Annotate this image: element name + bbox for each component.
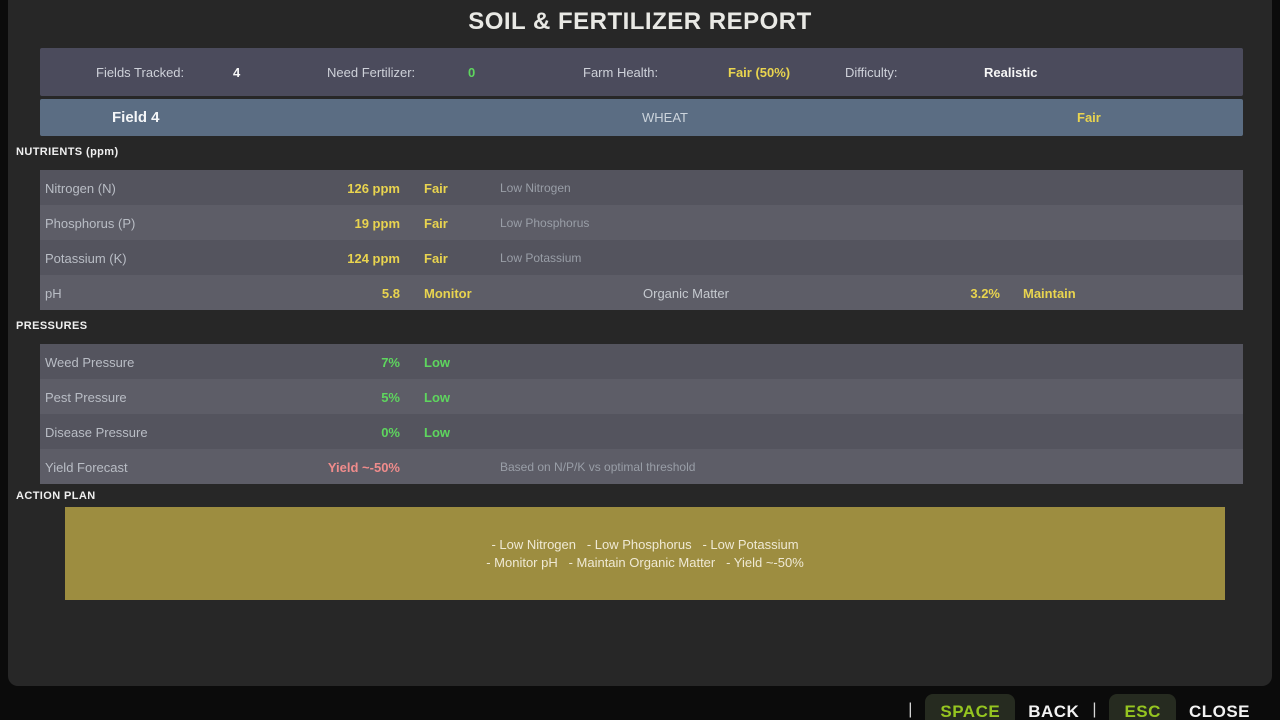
action-plan-line: - Monitor pH - Maintain Organic Matter -…: [486, 555, 804, 570]
nutrients-table: Nitrogen (N) 126 ppm Fair Low Nitrogen P…: [40, 170, 1243, 310]
row-note: Low Nitrogen: [500, 181, 571, 195]
farm-health-value: Fair (50%): [728, 65, 791, 80]
action-plan-box: - Low Nitrogen - Low Phosphorus - Low Po…: [65, 507, 1225, 600]
field-crop: WHEAT: [642, 110, 688, 125]
difficulty-label: Difficulty:: [845, 65, 898, 80]
row-status: Low: [424, 390, 450, 405]
nutrient-row-ph: pH 5.8 Monitor Organic Matter 3.2% Maint…: [40, 275, 1243, 310]
stats-bar: Fields Tracked: 4 Need Fertilizer: 0 Far…: [40, 48, 1243, 96]
row-status: Fair: [424, 181, 448, 196]
action-plan-line: - Low Nitrogen - Low Phosphorus - Low Po…: [491, 537, 799, 552]
pressures-table: Weed Pressure 7% Low Pest Pressure 5% Lo…: [40, 344, 1243, 484]
pressure-row-weed: Weed Pressure 7% Low: [40, 344, 1243, 379]
row-status: Low: [424, 355, 450, 370]
row-value: 7%: [381, 355, 400, 370]
nutrient-row-phosphorus: Phosphorus (P) 19 ppm Fair Low Phosphoru…: [40, 205, 1243, 240]
nutrient-row-potassium: Potassium (K) 124 ppm Fair Low Potassium: [40, 240, 1243, 275]
nutrients-heading: NUTRIENTS (ppm): [16, 146, 119, 158]
fields-tracked-label: Fields Tracked:: [96, 65, 185, 80]
row-label: Pest Pressure: [45, 390, 127, 405]
row-value: 124 ppm: [347, 251, 400, 266]
pressures-heading: PRESSURES: [16, 320, 88, 332]
separator: |: [1092, 701, 1097, 718]
row-label: Phosphorus (P): [45, 216, 136, 231]
row-status: Low: [424, 425, 450, 440]
esc-key-button[interactable]: ESC: [1109, 694, 1176, 720]
row-value: Yield ~-50%: [327, 460, 400, 475]
yield-forecast-row: Yield Forecast Yield ~-50% Based on N/P/…: [40, 449, 1243, 484]
field-header-row[interactable]: Field 4 WHEAT Fair: [40, 99, 1243, 136]
pressure-row-pest: Pest Pressure 5% Low: [40, 379, 1243, 414]
row-label: Weed Pressure: [45, 355, 135, 370]
row-note: Low Phosphorus: [500, 216, 590, 230]
row-value: 5.8: [381, 286, 400, 301]
organic-matter-label: Organic Matter: [643, 286, 729, 301]
field-name: Field 4: [112, 109, 160, 126]
back-button[interactable]: BACK: [1028, 702, 1080, 720]
row-label: Nitrogen (N): [45, 181, 116, 196]
footer-key-hints: | SPACE BACK | ESC CLOSE: [908, 694, 1250, 720]
row-value: 19 ppm: [354, 216, 400, 231]
row-label: Potassium (K): [45, 251, 127, 266]
row-status: Fair: [424, 216, 448, 231]
row-value: 126 ppm: [347, 181, 400, 196]
nutrient-row-nitrogen: Nitrogen (N) 126 ppm Fair Low Nitrogen: [40, 170, 1243, 205]
fields-tracked-value: 4: [233, 65, 241, 80]
row-label: Disease Pressure: [45, 425, 148, 440]
report-panel: SOIL & FERTILIZER REPORT Fields Tracked:…: [8, 0, 1272, 686]
close-button[interactable]: CLOSE: [1188, 702, 1250, 720]
pressure-row-disease: Disease Pressure 0% Low: [40, 414, 1243, 449]
row-note: Based on N/P/K vs optimal threshold: [500, 460, 696, 474]
page-title: SOIL & FERTILIZER REPORT: [468, 8, 812, 35]
need-fertilizer-label: Need Fertilizer:: [327, 65, 416, 80]
row-value: 0%: [381, 425, 400, 440]
row-label: pH: [45, 286, 62, 301]
difficulty-value: Realistic: [984, 65, 1038, 80]
field-status: Fair: [1077, 110, 1101, 125]
space-key-button[interactable]: SPACE: [925, 694, 1016, 720]
separator: |: [908, 701, 913, 718]
organic-matter-value: 3.2%: [970, 286, 1000, 301]
row-status: Monitor: [424, 286, 472, 301]
row-value: 5%: [381, 390, 400, 405]
row-status: Fair: [424, 251, 448, 266]
row-label: Yield Forecast: [45, 460, 128, 475]
action-plan-heading: ACTION PLAN: [16, 490, 96, 502]
organic-matter-status: Maintain: [1023, 286, 1076, 301]
need-fertilizer-value: 0: [468, 65, 476, 80]
farm-health-label: Farm Health:: [583, 65, 659, 80]
row-note: Low Potassium: [500, 251, 582, 265]
